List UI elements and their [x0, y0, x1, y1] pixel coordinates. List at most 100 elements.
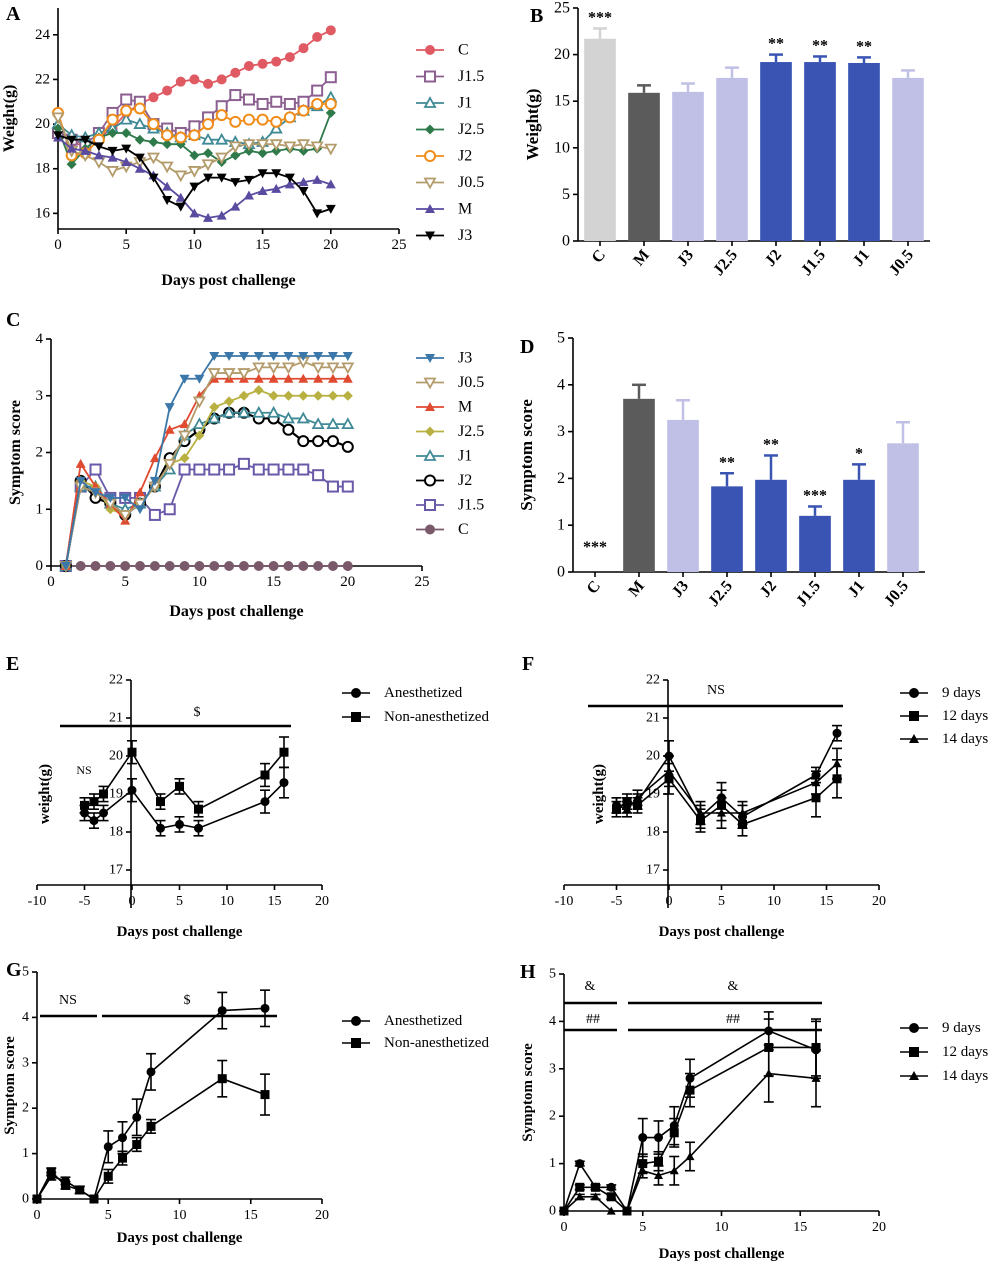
y-tick-label: 3 [549, 1061, 556, 1076]
data-point [238, 561, 249, 571]
data-point [32, 1194, 42, 1204]
x-category-label: J3 [674, 247, 697, 270]
data-point [149, 476, 160, 486]
data-point [664, 766, 674, 775]
data-point [164, 424, 175, 434]
data-point [162, 139, 173, 150]
data-point [685, 1085, 695, 1095]
data-point [324, 97, 337, 110]
y-tick-label: 22 [35, 71, 50, 87]
x-tick-label: -5 [611, 894, 623, 909]
y-tick-label: 0 [562, 233, 570, 250]
data-point [107, 128, 118, 139]
data-point [229, 115, 242, 128]
data-point [164, 561, 175, 571]
data-point [105, 561, 116, 571]
legend-label: 14 days [942, 731, 988, 747]
data-point [121, 128, 132, 139]
data-point [324, 71, 337, 84]
data-point [606, 1206, 616, 1215]
data-point [268, 390, 279, 401]
data-point [189, 74, 200, 85]
y-tick-label: 25 [554, 0, 570, 17]
data-point [327, 561, 338, 571]
legend-label: 9 days [942, 1020, 981, 1036]
y-tick-label: 1 [549, 1156, 556, 1171]
legend-label: 12 days [942, 1044, 988, 1060]
data-point [622, 804, 632, 813]
data-point [811, 793, 821, 803]
x-category-label: J0.5 [886, 247, 917, 279]
legend-label: 14 days [942, 1068, 988, 1084]
significance-label: & [585, 979, 596, 994]
panel-letter: E [6, 653, 19, 675]
legend-marker [425, 354, 435, 363]
data-point [224, 396, 235, 407]
y-tick-label: 22 [646, 673, 660, 688]
bar-J2 [760, 62, 792, 241]
significance-label: ** [812, 37, 828, 54]
data-point [591, 1192, 600, 1201]
data-point [118, 1153, 127, 1163]
data-point [256, 139, 270, 152]
data-point [215, 109, 228, 122]
y-tick-label: 21 [646, 711, 660, 726]
x-category-label: J0.5 [881, 578, 912, 610]
data-point [75, 561, 86, 571]
data-point [237, 368, 251, 380]
y-tick-label: 3 [22, 1055, 29, 1070]
data-point [215, 152, 229, 165]
data-point [132, 1140, 142, 1150]
series-line [36, 1007, 266, 1201]
data-point [107, 152, 118, 162]
y-axis-label: weight(g) [37, 764, 53, 824]
data-point [238, 390, 249, 401]
legend-label: J0.5 [458, 374, 484, 391]
data-point [230, 150, 241, 161]
data-point [60, 562, 71, 571]
data-point [310, 141, 324, 154]
data-point [89, 816, 99, 826]
x-category-label: M [630, 247, 653, 270]
x-tick-label: -10 [555, 894, 574, 909]
data-point [133, 102, 146, 115]
data-point [230, 178, 241, 188]
x-tick-label: 25 [392, 237, 407, 253]
y-tick-label: 20 [109, 749, 123, 764]
data-point [297, 104, 310, 117]
panel-letter: F [522, 653, 534, 675]
data-point [326, 435, 339, 448]
data-point [341, 362, 355, 375]
data-point [203, 173, 214, 183]
data-point [216, 210, 227, 220]
data-point [75, 476, 86, 486]
data-point [189, 150, 200, 161]
y-tick-label: 0 [36, 558, 44, 574]
data-point [178, 430, 192, 443]
data-point [146, 1067, 156, 1077]
data-point [271, 169, 282, 179]
data-point [267, 463, 280, 476]
data-point [243, 175, 254, 185]
legend-label: 9 days [942, 685, 981, 701]
data-point [163, 503, 176, 516]
data-point [107, 146, 118, 156]
data-point [283, 111, 296, 124]
data-point [269, 139, 283, 152]
data-point [638, 1166, 648, 1175]
x-axis-label: Days post challenge [659, 1246, 785, 1262]
data-point [252, 405, 266, 418]
data-point [223, 463, 236, 476]
data-point [194, 804, 203, 814]
data-point [187, 166, 201, 178]
x-tick-label: 20 [872, 1220, 886, 1235]
x-tick-label: 20 [872, 894, 886, 909]
data-point [207, 411, 221, 424]
panel-letter: D [520, 336, 534, 358]
legend-marker [351, 712, 361, 722]
panel-letter: H [520, 961, 536, 983]
significance-label: ## [726, 1012, 740, 1027]
data-point [342, 390, 353, 401]
data-point [217, 1074, 227, 1084]
data-point [179, 374, 190, 384]
